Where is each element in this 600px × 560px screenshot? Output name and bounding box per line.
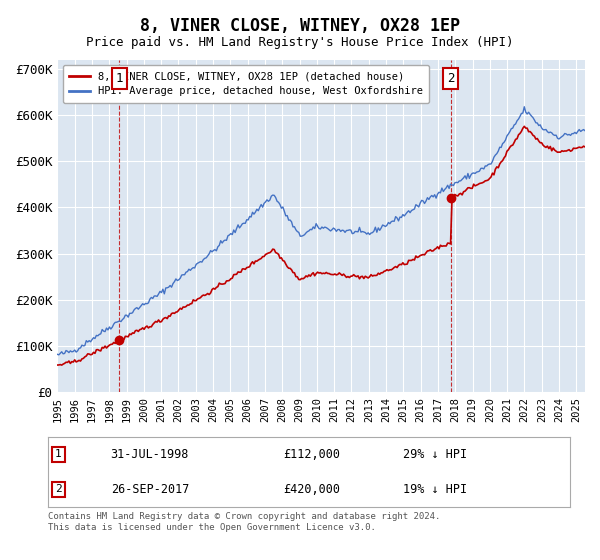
Legend: 8, VINER CLOSE, WITNEY, OX28 1EP (detached house), HPI: Average price, detached : 8, VINER CLOSE, WITNEY, OX28 1EP (detach…	[62, 65, 429, 102]
Text: 8, VINER CLOSE, WITNEY, OX28 1EP: 8, VINER CLOSE, WITNEY, OX28 1EP	[140, 17, 460, 35]
Text: 26-SEP-2017: 26-SEP-2017	[110, 483, 189, 496]
Text: 29% ↓ HPI: 29% ↓ HPI	[403, 448, 467, 461]
Text: 1: 1	[55, 449, 62, 459]
Text: £112,000: £112,000	[283, 448, 340, 461]
Text: 19% ↓ HPI: 19% ↓ HPI	[403, 483, 467, 496]
Text: Price paid vs. HM Land Registry's House Price Index (HPI): Price paid vs. HM Land Registry's House …	[86, 36, 514, 49]
Text: 1: 1	[116, 72, 123, 85]
Text: £420,000: £420,000	[283, 483, 340, 496]
Text: 2: 2	[447, 72, 455, 85]
Text: Contains HM Land Registry data © Crown copyright and database right 2024.
This d: Contains HM Land Registry data © Crown c…	[48, 512, 440, 532]
Text: 31-JUL-1998: 31-JUL-1998	[110, 448, 189, 461]
Text: 2: 2	[55, 484, 62, 494]
